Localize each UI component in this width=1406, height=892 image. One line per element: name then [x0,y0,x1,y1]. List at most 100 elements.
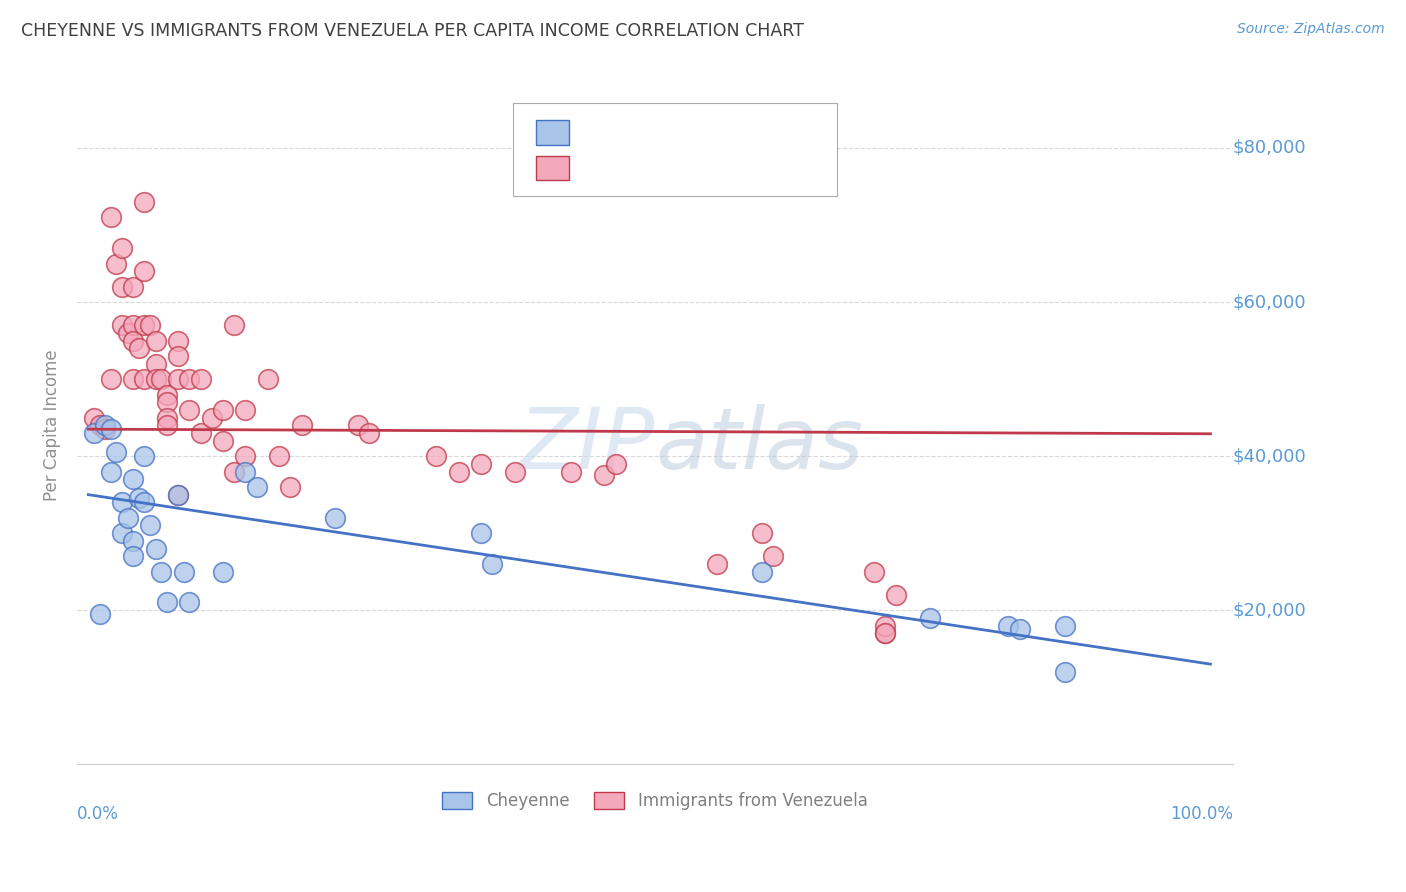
Text: atlas: atlas [655,404,863,487]
Legend: Cheyenne, Immigrants from Venezuela: Cheyenne, Immigrants from Venezuela [436,786,875,817]
Point [122,372,145,386]
Point [145,334,167,348]
Point [212,565,235,579]
Point [706,557,728,571]
Point [884,588,907,602]
Point [167,488,190,502]
Y-axis label: Per Capita Income: Per Capita Income [44,350,60,501]
Text: -0.014: -0.014 [609,161,664,175]
Point [111,495,134,509]
Point [212,403,235,417]
Point [150,372,173,386]
Point [201,410,224,425]
Point [111,318,134,333]
Point [94,422,117,436]
Point [122,533,145,548]
Text: N =: N = [696,161,730,175]
Point [111,241,134,255]
Point [117,510,139,524]
Point [156,410,179,425]
Point [156,418,179,433]
Text: R =: R = [576,125,610,139]
Point [94,418,117,433]
Point [179,595,201,609]
Point [156,595,179,609]
Text: -0.530: -0.530 [609,125,664,139]
Text: 64: 64 [728,161,749,175]
Point [918,611,941,625]
Point [134,372,156,386]
Text: Source: ZipAtlas.com: Source: ZipAtlas.com [1237,22,1385,37]
Point [235,449,257,463]
Point [128,491,150,506]
Point [100,211,122,225]
Point [560,465,582,479]
Text: $40,000: $40,000 [1233,447,1306,465]
Point [134,495,156,509]
Point [246,480,269,494]
Point [89,418,111,433]
Point [1053,618,1076,632]
Point [357,425,380,440]
Point [346,418,368,433]
Text: CHEYENNE VS IMMIGRANTS FROM VENEZUELA PER CAPITA INCOME CORRELATION CHART: CHEYENNE VS IMMIGRANTS FROM VENEZUELA PE… [21,22,804,40]
Point [235,465,257,479]
Point [145,541,167,556]
Point [278,480,301,494]
Text: 100.0%: 100.0% [1170,805,1233,823]
Point [267,449,290,463]
Point [134,449,156,463]
Point [111,279,134,293]
Point [212,434,235,448]
Point [83,425,105,440]
Point [105,445,128,459]
Point [179,372,201,386]
Point [167,349,190,363]
Point [134,194,156,209]
Point [167,488,190,502]
Point [481,557,503,571]
Point [179,403,201,417]
Point [100,422,122,436]
Point [167,334,190,348]
Point [1053,665,1076,679]
Point [156,387,179,401]
Point [235,403,257,417]
Point [605,457,627,471]
Point [470,457,492,471]
Text: R =: R = [576,161,610,175]
Point [751,565,773,579]
Text: 0.0%: 0.0% [77,805,120,823]
Point [751,526,773,541]
Point [150,565,173,579]
Text: ZIP: ZIP [519,404,655,487]
Point [425,449,447,463]
Point [122,279,145,293]
Point [145,357,167,371]
Text: $80,000: $80,000 [1233,139,1306,157]
Point [873,626,896,640]
Point [156,395,179,409]
Point [122,334,145,348]
Point [139,318,162,333]
Point [1008,623,1031,637]
Point [873,626,896,640]
Point [447,465,470,479]
Point [122,318,145,333]
Point [89,607,111,621]
Point [762,549,785,564]
Point [117,326,139,340]
Point [128,341,150,355]
Point [224,318,246,333]
Point [190,425,212,440]
Text: $20,000: $20,000 [1233,601,1306,619]
Point [122,549,145,564]
Point [83,410,105,425]
Text: N =: N = [696,125,730,139]
Point [593,468,616,483]
Point [873,618,896,632]
Point [173,565,195,579]
Point [111,526,134,541]
Point [257,372,280,386]
Point [997,618,1019,632]
